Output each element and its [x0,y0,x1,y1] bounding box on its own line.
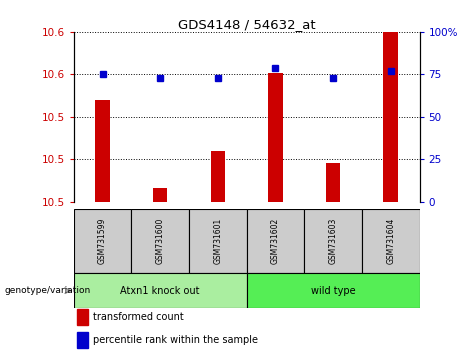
Text: Atxn1 knock out: Atxn1 knock out [120,286,200,296]
Text: GSM731601: GSM731601 [213,218,222,264]
Bar [326,163,340,202]
Bar [268,73,283,202]
Bar [131,209,189,273]
Text: genotype/variation: genotype/variation [5,286,91,295]
Bar [384,27,398,202]
Bar [211,151,225,202]
Bar [77,309,88,325]
Text: GSM731599: GSM731599 [98,218,107,264]
Bar [153,188,167,202]
Bar [95,100,110,202]
Bar [74,209,131,273]
Text: GSM731602: GSM731602 [271,218,280,264]
Text: GSM731603: GSM731603 [329,218,337,264]
Text: GSM731604: GSM731604 [386,218,395,264]
Text: percentile rank within the sample: percentile rank within the sample [93,335,258,346]
Bar [74,273,247,308]
Bar [247,273,420,308]
Text: transformed count: transformed count [93,312,183,322]
Text: wild type: wild type [311,286,355,296]
Bar [304,209,362,273]
Bar [247,209,304,273]
Bar [362,209,420,273]
Text: GSM731600: GSM731600 [156,218,165,264]
Bar [189,209,247,273]
Title: GDS4148 / 54632_at: GDS4148 / 54632_at [178,18,315,31]
Bar [77,332,88,348]
